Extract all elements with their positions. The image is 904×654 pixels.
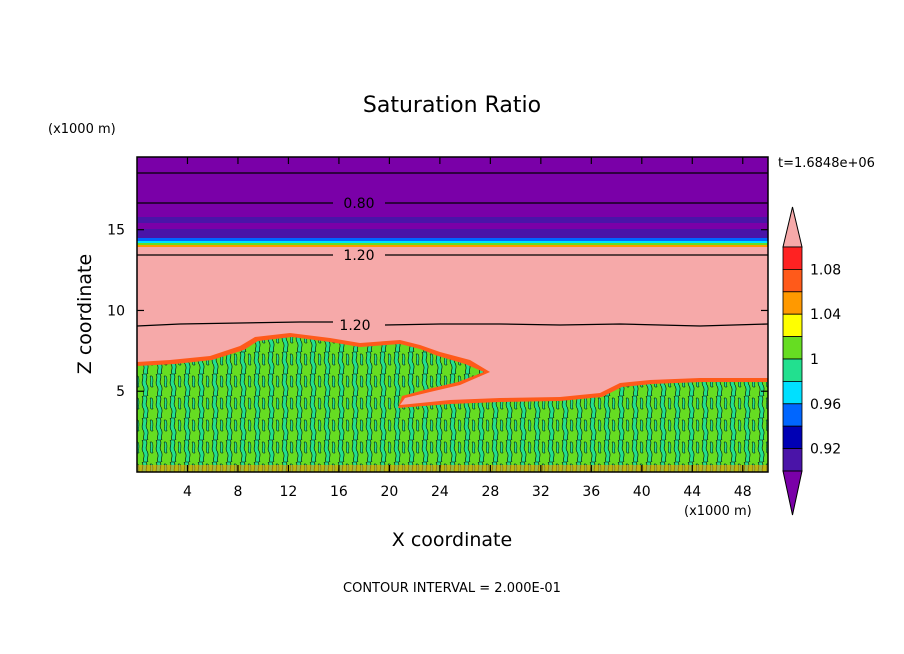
colorbar-swatch [782, 358, 803, 382]
x-unit-label: (x1000 m) [684, 504, 752, 519]
x-tick-label: 36 [582, 484, 600, 500]
colorbar-swatch [782, 425, 803, 450]
plot-field [137, 157, 768, 472]
colorbar-swatch [782, 336, 803, 360]
dark-band [137, 217, 768, 223]
colorbar-swatch [782, 246, 803, 270]
colorbar-swatch [782, 313, 803, 338]
x-axis-ticks: 4 8 12 16 20 24 28 32 36 40 44 48 [183, 157, 752, 500]
y-tick-label: 10 [107, 303, 125, 319]
colorbar-swatch [782, 268, 803, 293]
cyan-band [137, 241, 768, 243]
contour-line-120-lower-left [137, 321, 333, 327]
plot-frame [136, 156, 769, 473]
colorbar-label: 1 [810, 352, 819, 368]
colorbar-swatch [782, 403, 803, 427]
colorbar-over-triangle [782, 206, 803, 248]
boundary-layer [137, 337, 768, 472]
orange-band [137, 245, 768, 247]
x-tick-label: 4 [183, 484, 192, 500]
surface-band [137, 465, 768, 472]
colorbar-swatch [782, 291, 803, 315]
dark-band-lower [137, 229, 768, 239]
time-label: t=1.6848e+06 [778, 156, 875, 171]
x-tick-label: 20 [380, 484, 398, 500]
colorbar-under-triangle [782, 470, 803, 516]
x-tick-label: 40 [633, 484, 651, 500]
colorbar-label: 0.92 [810, 442, 841, 458]
blue-band [137, 238, 768, 241]
y-axis-ticks: 5 10 15 [107, 223, 768, 400]
x-tick-label: 48 [734, 484, 752, 500]
x-tick-label: 44 [683, 484, 701, 500]
contour-interval-note: CONTOUR INTERVAL = 2.000E-01 [343, 581, 561, 596]
contour-label-080: 0.80 [343, 196, 374, 212]
colorbar-label: 1.08 [810, 262, 841, 278]
y-unit-label: (x1000 m) [48, 122, 116, 137]
colorbar-swatch [782, 380, 803, 405]
dry-upper-layer [137, 157, 768, 238]
contour-label-120-upper: 1.20 [343, 248, 374, 264]
x-tick-label: 12 [280, 484, 298, 500]
y-axis-label: Z coordinate [74, 254, 96, 374]
x-tick-label: 28 [481, 484, 499, 500]
contour-line-120-lower-right [384, 323, 768, 327]
y-tick-label: 5 [116, 384, 125, 400]
colorbar-label: 0.96 [810, 397, 841, 413]
contour-label-120-lower: 1.20 [339, 318, 370, 334]
x-tick-label: 16 [330, 484, 348, 500]
chart-title: Saturation Ratio [363, 93, 541, 118]
x-tick-label: 32 [532, 484, 550, 500]
colorbar-label: 1.04 [810, 307, 841, 323]
colorbar-swatch [782, 448, 803, 472]
green-band [137, 243, 768, 245]
y-tick-label: 15 [107, 223, 125, 239]
x-tick-label: 24 [431, 484, 449, 500]
x-tick-label: 8 [233, 484, 242, 500]
x-axis-label: X coordinate [392, 529, 512, 551]
colorbar: 1.08 1.04 1 0.96 0.92 [782, 206, 841, 516]
